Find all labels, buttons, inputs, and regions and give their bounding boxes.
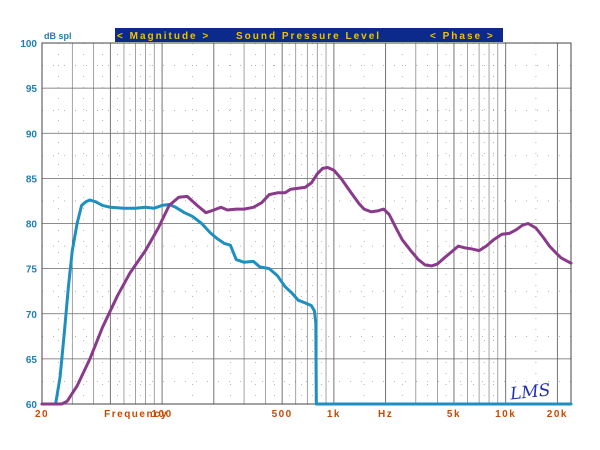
header-title-label: Sound Pressure Level xyxy=(236,31,381,42)
series-line-1 xyxy=(40,198,573,406)
x-tick-label: 1k xyxy=(327,409,341,420)
y-tick-label: 65 xyxy=(26,355,38,366)
x-tick-label: 5k xyxy=(447,409,461,420)
x-axis-label: Frequency xyxy=(104,409,168,420)
header-band xyxy=(115,28,503,42)
y-tick-label: 60 xyxy=(26,400,38,411)
header-magnitude-label: < Magnitude > xyxy=(117,31,210,42)
x-tick-label: 10k xyxy=(495,409,516,420)
x-tick-label: Hz xyxy=(378,409,393,420)
lms-logo: LMS xyxy=(508,380,551,404)
y-axis-unit-label: dB spl xyxy=(44,31,72,41)
y-tick-label: 100 xyxy=(20,39,37,50)
series-line-2 xyxy=(40,166,573,406)
series-group xyxy=(40,166,573,406)
x-tick-label: 500 xyxy=(272,409,293,420)
y-tick-labels: 60 65 70 75 80 85 90 95 100 xyxy=(20,39,37,411)
header-phase-label: < Phase > xyxy=(430,31,495,42)
y-tick-label: 70 xyxy=(26,310,38,321)
y-tick-label: 80 xyxy=(26,220,38,231)
y-tick-label: 75 xyxy=(26,265,38,276)
x-tick-label: 20k xyxy=(547,409,568,420)
x-tick-label: 20 xyxy=(35,409,49,420)
plot-frame xyxy=(41,42,572,405)
y-tick-label: 85 xyxy=(26,174,38,185)
y-tick-label: 90 xyxy=(26,129,38,140)
x-tick-label: 100 xyxy=(151,409,172,420)
grid xyxy=(41,42,572,405)
y-tick-label: 95 xyxy=(26,84,38,95)
